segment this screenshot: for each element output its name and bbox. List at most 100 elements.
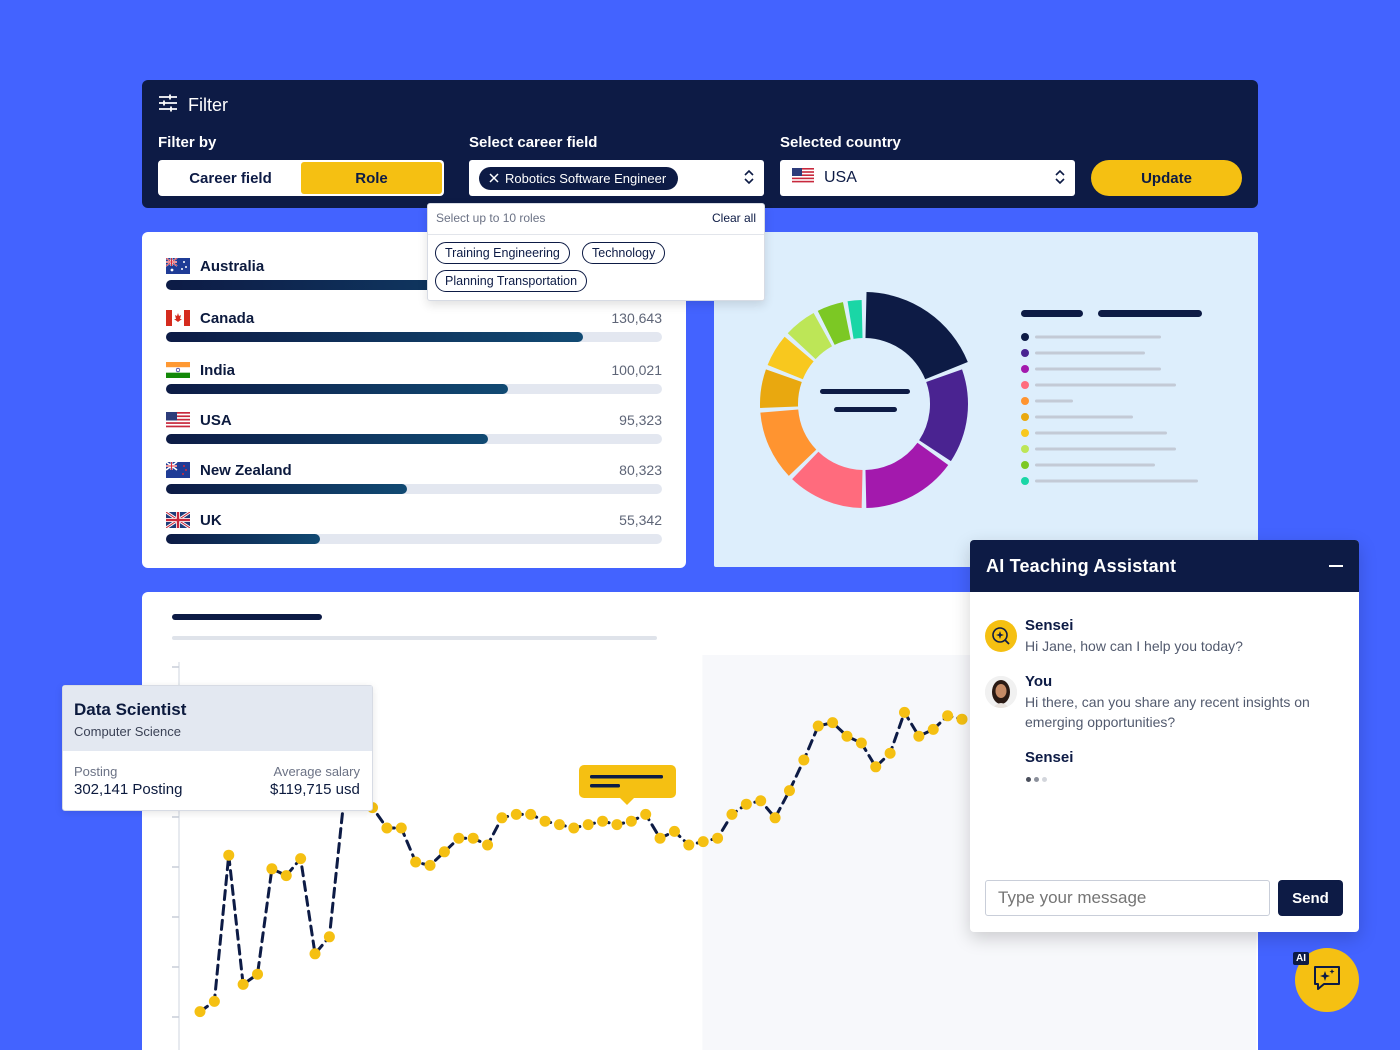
data-point[interactable] <box>798 754 810 766</box>
data-point[interactable] <box>712 832 724 844</box>
chevron-updown-icon <box>1055 169 1065 190</box>
data-point[interactable] <box>252 968 264 980</box>
data-point[interactable] <box>553 819 565 831</box>
data-point[interactable] <box>194 1006 206 1018</box>
nz-flag-icon <box>165 461 190 478</box>
country-row[interactable]: Canada 130,643 <box>166 310 662 350</box>
data-point[interactable] <box>395 822 407 834</box>
data-point[interactable] <box>913 730 925 742</box>
data-point[interactable] <box>280 870 292 882</box>
legend-label-bar <box>1035 399 1073 403</box>
data-point[interactable] <box>812 720 824 732</box>
donut-segment[interactable] <box>817 302 851 345</box>
country-row[interactable]: India 100,021 <box>166 362 662 402</box>
data-point[interactable] <box>683 839 695 851</box>
sensei-avatar <box>985 620 1017 652</box>
data-point[interactable] <box>740 798 752 810</box>
role-chip[interactable]: Training Engineering <box>435 242 570 264</box>
data-point[interactable] <box>898 706 910 718</box>
data-point[interactable] <box>237 978 249 990</box>
data-point[interactable] <box>870 761 882 773</box>
country-value: 130,643 <box>611 310 662 326</box>
data-point[interactable] <box>309 948 321 960</box>
data-point[interactable] <box>884 747 896 759</box>
donut-segment[interactable] <box>919 369 968 462</box>
sliders-icon <box>158 94 178 117</box>
data-point[interactable] <box>927 723 939 735</box>
data-point[interactable] <box>625 815 637 827</box>
data-point[interactable] <box>496 812 508 824</box>
country-row[interactable]: UK 55,342 <box>165 510 662 552</box>
donut-segment[interactable] <box>767 336 814 380</box>
role-toggle[interactable]: Role <box>301 162 442 194</box>
country-row[interactable]: Australia <box>165 257 662 298</box>
role-chip[interactable]: Planning Transportation <box>435 270 588 292</box>
message-input[interactable] <box>985 880 1270 916</box>
progress-track <box>166 534 662 544</box>
role-chip[interactable]: Technology <box>582 242 666 264</box>
data-point[interactable] <box>510 808 522 820</box>
data-point[interactable] <box>755 795 767 807</box>
legend-label-bar <box>1035 351 1145 355</box>
job-summary-header <box>63 686 372 751</box>
legend-label-bar <box>1035 479 1198 483</box>
data-point[interactable] <box>611 819 623 831</box>
ai-assistant-panel: AI Teaching Assistant Sensei Hi Jane, ho… <box>970 540 1359 932</box>
roles-dropdown: Select up to 10 roles Clear all Training… <box>427 203 765 301</box>
career-field-select[interactable]: Robotics Software Engineer <box>469 160 764 196</box>
data-point[interactable] <box>769 812 781 824</box>
data-point[interactable] <box>597 815 609 827</box>
country-select[interactable]: USA <box>780 160 1075 196</box>
data-point[interactable] <box>208 995 220 1007</box>
update-button[interactable]: Update <box>1091 160 1242 196</box>
data-point[interactable] <box>410 856 422 868</box>
data-point[interactable] <box>525 808 537 820</box>
donut-segment[interactable] <box>760 409 817 476</box>
country-row[interactable]: USA 95,323 <box>166 412 662 452</box>
data-point[interactable] <box>640 808 652 820</box>
data-point[interactable] <box>668 825 680 837</box>
data-point[interactable] <box>223 849 235 861</box>
data-point[interactable] <box>783 785 795 797</box>
data-point[interactable] <box>827 717 839 729</box>
country-name: India <box>200 362 236 379</box>
minimize-icon[interactable] <box>1329 565 1343 567</box>
data-point[interactable] <box>381 822 393 834</box>
data-point[interactable] <box>295 853 307 865</box>
donut-segment[interactable] <box>792 451 863 508</box>
donut-segment[interactable] <box>760 369 802 408</box>
filter-title: Filter <box>188 95 228 115</box>
donut-segment[interactable] <box>847 300 863 339</box>
data-point[interactable] <box>956 713 968 725</box>
donut-segment[interactable] <box>865 442 949 508</box>
data-point[interactable] <box>482 839 494 851</box>
us-flag-icon <box>792 168 814 188</box>
data-point[interactable] <box>568 822 580 834</box>
data-point[interactable] <box>539 815 551 827</box>
assistant-title: AI Teaching Assistant <box>986 555 1177 576</box>
data-point[interactable] <box>582 819 594 831</box>
data-point[interactable] <box>438 846 450 858</box>
job-summary-card[interactable]: Data Scientist Computer Science Posting … <box>62 685 373 811</box>
data-point[interactable] <box>855 737 867 749</box>
donut-segment[interactable] <box>787 313 833 360</box>
roles-hint: Select up to 10 roles <box>436 211 546 225</box>
data-point[interactable] <box>697 836 709 848</box>
remove-chip-icon[interactable] <box>489 171 499 186</box>
data-point[interactable] <box>726 808 738 820</box>
data-point[interactable] <box>266 863 278 875</box>
donut-segment[interactable] <box>865 292 968 380</box>
data-point[interactable] <box>424 859 436 871</box>
data-point[interactable] <box>841 730 853 742</box>
data-point[interactable] <box>654 832 666 844</box>
legend-label-bar <box>1035 447 1176 451</box>
data-point[interactable] <box>467 832 479 844</box>
clear-all-button[interactable]: Clear all <box>711 211 756 225</box>
career-field-toggle[interactable]: Career field <box>189 169 272 187</box>
data-point[interactable] <box>453 832 465 844</box>
annotation-bubble[interactable] <box>579 765 676 805</box>
country-row[interactable]: New Zealand 80,323 <box>165 461 662 502</box>
send-button[interactable]: Send <box>1278 880 1343 916</box>
data-point[interactable] <box>323 931 335 943</box>
data-point[interactable] <box>942 710 954 722</box>
